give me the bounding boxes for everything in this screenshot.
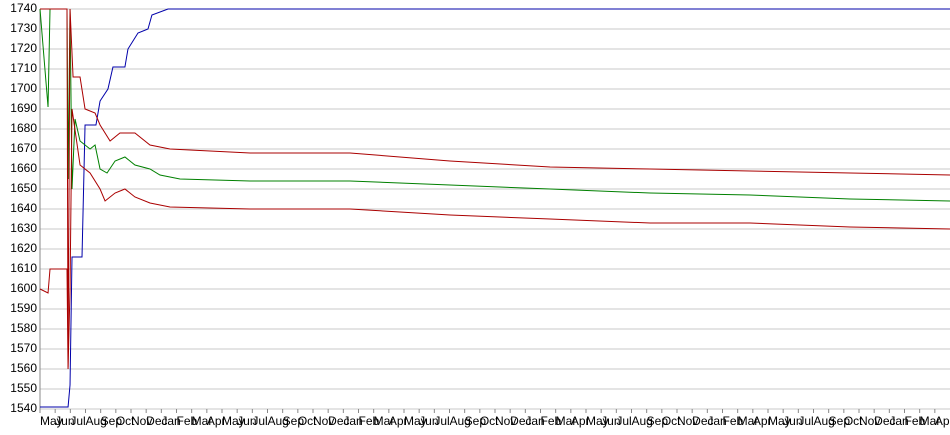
x-tick-label: Aug bbox=[86, 414, 107, 428]
series-line bbox=[39, 8, 950, 202]
x-tick-label: Jun bbox=[783, 414, 802, 428]
x-tick-label: Jun bbox=[601, 414, 620, 428]
x-tick-label: Apr bbox=[571, 414, 590, 428]
x-tick-label: Mar bbox=[738, 414, 759, 428]
x-tick-label: Apr bbox=[753, 414, 772, 428]
x-tick-label: Jun bbox=[55, 414, 74, 428]
x-tick-label: Mar bbox=[556, 414, 577, 428]
y-tick-label: 1690 bbox=[10, 101, 37, 115]
y-tick-label: 1620 bbox=[10, 241, 37, 255]
x-tick-label: Apr bbox=[935, 414, 950, 428]
x-tick-label: Jul bbox=[70, 414, 85, 428]
x-tick-label: Oct bbox=[844, 414, 863, 428]
x-tick-label: Feb bbox=[723, 414, 744, 428]
x-tick-label: Mar bbox=[374, 414, 395, 428]
x-tick-label: Sep bbox=[829, 414, 851, 428]
y-tick-label: 1650 bbox=[10, 181, 37, 195]
y-tick-label: 1740 bbox=[10, 1, 37, 15]
x-tick-label: Dec bbox=[874, 414, 895, 428]
x-tick-label: Aug bbox=[632, 414, 653, 428]
y-tick-label: 1540 bbox=[10, 401, 37, 415]
x-tick-label: Jul bbox=[616, 414, 631, 428]
x-tick-label: Dec bbox=[510, 414, 531, 428]
series-line bbox=[40, 8, 950, 408]
y-tick-label: 1670 bbox=[10, 141, 37, 155]
x-tick-label: Mar bbox=[920, 414, 941, 428]
x-tick-label: Jan bbox=[343, 414, 362, 428]
x-tick-label: May bbox=[586, 414, 609, 428]
y-tick-label: 1550 bbox=[10, 381, 37, 395]
x-tick-label: Sep bbox=[283, 414, 305, 428]
y-tick-label: 1730 bbox=[10, 21, 37, 35]
series-line bbox=[39, 108, 950, 370]
x-tick-label: Jul bbox=[798, 414, 813, 428]
y-tick-label: 1710 bbox=[10, 61, 37, 75]
x-tick-label: Jul bbox=[434, 414, 449, 428]
x-tick-label: Sep bbox=[647, 414, 669, 428]
x-tick-label: Dec bbox=[146, 414, 167, 428]
x-tick-label: Nov bbox=[677, 414, 698, 428]
y-tick-label: 1630 bbox=[10, 221, 37, 235]
x-tick-label: Aug bbox=[268, 414, 289, 428]
y-tick-label: 1560 bbox=[10, 361, 37, 375]
y-tick-label: 1570 bbox=[10, 341, 37, 355]
x-tick-label: Jun bbox=[419, 414, 438, 428]
x-tick-label: Jan bbox=[707, 414, 726, 428]
x-tick-label: Oct bbox=[480, 414, 499, 428]
y-tick-label: 1720 bbox=[10, 41, 37, 55]
x-tick-label: Feb bbox=[177, 414, 198, 428]
x-tick-label: May bbox=[40, 414, 63, 428]
y-tick-label: 1580 bbox=[10, 321, 37, 335]
x-tick-label: Nov bbox=[313, 414, 334, 428]
x-tick-label: Jan bbox=[161, 414, 180, 428]
y-tick-label: 1590 bbox=[10, 301, 37, 315]
x-tick-label: Apr bbox=[389, 414, 408, 428]
x-tick-label: May bbox=[404, 414, 427, 428]
x-tick-label: Jun bbox=[237, 414, 256, 428]
x-tick-label: Nov bbox=[495, 414, 516, 428]
x-tick-label: Oct bbox=[116, 414, 135, 428]
x-tick-label: Sep bbox=[465, 414, 487, 428]
y-tick-label: 1600 bbox=[10, 281, 37, 295]
x-tick-label: Dec bbox=[692, 414, 713, 428]
x-tick-label: Sep bbox=[101, 414, 123, 428]
y-tick-label: 1700 bbox=[10, 81, 37, 95]
x-tick-label: Jan bbox=[525, 414, 544, 428]
x-tick-label: Oct bbox=[298, 414, 317, 428]
x-tick-label: May bbox=[222, 414, 245, 428]
x-tick-label: Feb bbox=[541, 414, 562, 428]
y-tick-label: 1660 bbox=[10, 161, 37, 175]
x-tick-label: Dec bbox=[328, 414, 349, 428]
x-tick-label: Jan bbox=[889, 414, 908, 428]
x-tick-label: Aug bbox=[814, 414, 835, 428]
x-tick-label: Apr bbox=[207, 414, 226, 428]
x-tick-label: May bbox=[768, 414, 791, 428]
x-tick-label: Jul bbox=[252, 414, 267, 428]
y-tick-label: 1680 bbox=[10, 121, 37, 135]
x-tick-label: Aug bbox=[450, 414, 471, 428]
y-tick-label: 1640 bbox=[10, 201, 37, 215]
x-tick-label: Feb bbox=[359, 414, 380, 428]
y-tick-label: 1610 bbox=[10, 261, 37, 275]
x-tick-label: Nov bbox=[131, 414, 152, 428]
x-tick-label: Oct bbox=[662, 414, 681, 428]
x-tick-label: Nov bbox=[859, 414, 880, 428]
series-line bbox=[40, 8, 950, 368]
x-tick-label: Feb bbox=[905, 414, 926, 428]
x-tick-label: Mar bbox=[192, 414, 213, 428]
